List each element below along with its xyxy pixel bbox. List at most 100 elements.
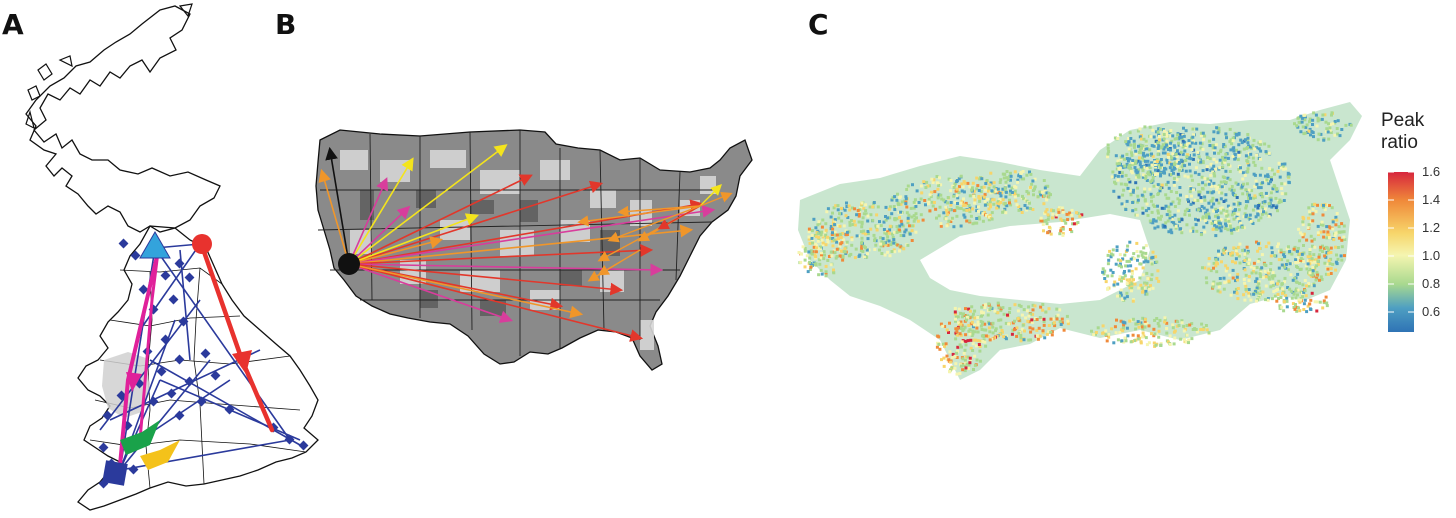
heatmap-pixel [1096,326,1100,330]
heatmap-pixel [1163,171,1166,175]
heatmap-pixel [1120,276,1124,280]
heatmap-pixel [1247,262,1251,265]
heatmap-pixel [1247,188,1251,192]
heatmap-pixel [1328,123,1332,127]
heatmap-pixel [1295,280,1299,284]
heatmap-pixel [1317,255,1321,259]
heatmap-pixel [1183,209,1187,213]
heatmap-pixel [1156,269,1160,273]
heatmap-pixel [1164,141,1168,145]
heatmap-pixel [822,257,826,261]
heatmap-pixel [1285,305,1289,309]
heatmap-pixel [952,209,956,213]
heatmap-pixel [1130,282,1134,286]
heatmap-pixel [1146,277,1150,281]
heatmap-pixel [1244,288,1248,291]
heatmap-pixel [1016,309,1020,313]
heatmap-pixel [939,183,943,187]
heatmap-pixel [1062,328,1066,332]
heatmap-pixel [956,326,960,330]
heatmap-pixel [1004,180,1008,184]
heatmap-pixel [994,329,997,333]
heatmap-pixel [1139,321,1143,325]
heatmap-pixel [1123,270,1126,273]
heatmap-pixel [1232,246,1236,250]
heatmap-pixel [1222,287,1226,291]
heatmap-pixel [1329,251,1333,254]
heatmap-pixel [1151,154,1155,158]
heatmap-pixel [1327,248,1331,252]
heatmap-pixel [1059,229,1063,233]
heatmap-pixel [977,209,980,213]
heatmap-pixel [1231,139,1235,143]
heatmap-pixel [1278,304,1282,308]
heatmap-pixel [1279,250,1283,254]
heatmap-pixel [881,244,885,248]
heatmap-pixel [1217,151,1221,155]
heatmap-pixel [1275,187,1279,191]
heatmap-pixel [937,342,941,346]
heatmap-pixel [1033,177,1037,181]
heatmap-pixel [1136,170,1140,174]
heatmap-pixel [1142,246,1146,250]
heatmap-pixel [1016,193,1020,197]
heatmap-pixel [836,204,840,208]
heatmap-pixel [1257,282,1261,286]
heatmap-pixel [800,252,803,256]
heatmap-pixel [1298,239,1302,243]
heatmap-pixel [1301,125,1305,129]
heatmap-pixel [1237,153,1241,157]
heatmap-pixel [879,236,883,240]
heatmap-pixel [1340,238,1344,242]
heatmap-pixel [1119,293,1123,297]
heatmap-pixel [840,232,844,235]
heatmap-pixel [1253,290,1257,293]
heatmap-pixel [1238,242,1242,246]
heatmap-pixel [1138,276,1142,280]
heatmap-pixel [1094,331,1098,334]
heatmap-pixel [1156,152,1160,156]
heatmap-pixel [1311,265,1315,269]
heatmap-pixel [1041,222,1045,226]
heatmap-pixel [983,188,987,192]
heatmap-pixel [823,230,827,234]
heatmap-pixel [1308,258,1312,262]
heatmap-pixel [1328,236,1331,240]
heatmap-pixel [988,215,992,219]
heatmap-pixel [838,244,842,248]
heatmap-pixel [994,327,998,331]
heatmap-pixel [1220,185,1224,189]
heatmap-pixel [1212,266,1215,270]
heatmap-pixel [1335,253,1338,257]
heatmap-pixel [1199,196,1203,199]
heatmap-pixel [1137,144,1140,148]
heatmap-pixel [1275,189,1279,193]
heatmap-pixel [887,239,891,243]
heatmap-pixel [1302,232,1306,236]
heatmap-pixel [1257,204,1261,207]
heatmap-pixel [1150,332,1153,336]
heatmap-pixel [1307,216,1311,220]
heatmap-pixel [1154,166,1158,170]
heatmap-pixel [924,186,928,189]
heatmap-pixel [1127,178,1131,181]
heatmap-pixel [845,205,849,208]
heatmap-pixel [1127,281,1131,285]
heatmap-pixel [1255,240,1258,244]
heatmap-pixel [1019,304,1023,308]
heatmap-pixel [1259,216,1263,220]
heatmap-pixel [1241,225,1245,229]
heatmap-pixel [1243,298,1247,302]
heatmap-pixel [962,197,965,201]
heatmap-pixel [852,219,856,223]
heatmap-pixel [963,348,967,352]
heatmap-pixel [1228,140,1232,144]
heatmap-pixel [1017,331,1021,335]
heatmap-pixel [1121,298,1124,302]
heatmap-pixel [959,327,963,330]
heatmap-pixel [1156,130,1160,134]
heatmap-pixel [848,220,852,224]
heatmap-pixel [1035,334,1039,338]
heatmap-pixel [1224,169,1228,173]
heatmap-pixel [1043,188,1047,192]
